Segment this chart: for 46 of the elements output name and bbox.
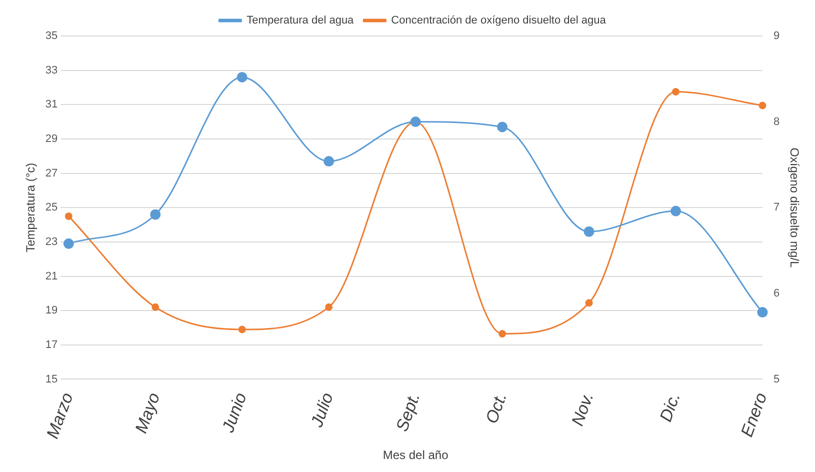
legend-label: Concentración de oxígeno disuelto del agua (391, 14, 607, 27)
point (498, 330, 506, 338)
y-tick-label: 19 (45, 304, 58, 317)
x-tick-label: Enero (737, 390, 771, 440)
y-tick-label: 29 (45, 133, 58, 146)
point (324, 156, 334, 167)
x-tick-label: Julio (306, 390, 338, 430)
point (64, 212, 72, 220)
y2-tick-label: 9 (773, 30, 780, 42)
x-tick-label: Junio (218, 390, 250, 436)
point (150, 209, 161, 220)
y2-tick-label: 7 (773, 202, 780, 214)
x-tick-label: Dic. (656, 390, 684, 424)
point (325, 303, 333, 311)
point (152, 303, 160, 311)
y-axis-title: Temperatura (°c) (24, 162, 38, 252)
x-tick-label: Marzo (42, 390, 77, 442)
y-tick-label: 17 (45, 338, 58, 351)
y2-tick-label: 8 (773, 116, 780, 128)
y-tick-label: 27 (45, 167, 58, 180)
y-tick-label: 15 (45, 373, 58, 386)
y-tick-label: 25 (45, 202, 58, 214)
y2-tick-label: 6 (773, 287, 780, 300)
point (497, 122, 508, 132)
x-tick-label: Mayo (132, 390, 164, 436)
point (757, 307, 768, 318)
point (672, 88, 680, 96)
x-tick-label: Sept. (392, 390, 424, 434)
y-tick-label: 35 (45, 30, 58, 42)
y-tick-label: 33 (45, 64, 58, 76)
x-tick-label: Nov. (568, 390, 598, 428)
y-tick-label: 31 (45, 98, 58, 111)
y2-axis-title: Oxígeno disuelto mg/L (787, 148, 802, 268)
y2-tick-label: 5 (773, 373, 780, 386)
point (236, 72, 248, 82)
y-tick-label: 23 (45, 236, 58, 248)
point (584, 226, 594, 237)
legend-label: Temperatura del agua (246, 14, 355, 27)
y-tick-label: 21 (45, 270, 58, 282)
point (585, 299, 593, 307)
x-tick-label: Oct. (482, 390, 510, 426)
point (238, 326, 246, 334)
point (758, 102, 766, 110)
point (670, 206, 681, 216)
point (63, 238, 74, 249)
x-axis-title: Mes del año (382, 448, 449, 462)
